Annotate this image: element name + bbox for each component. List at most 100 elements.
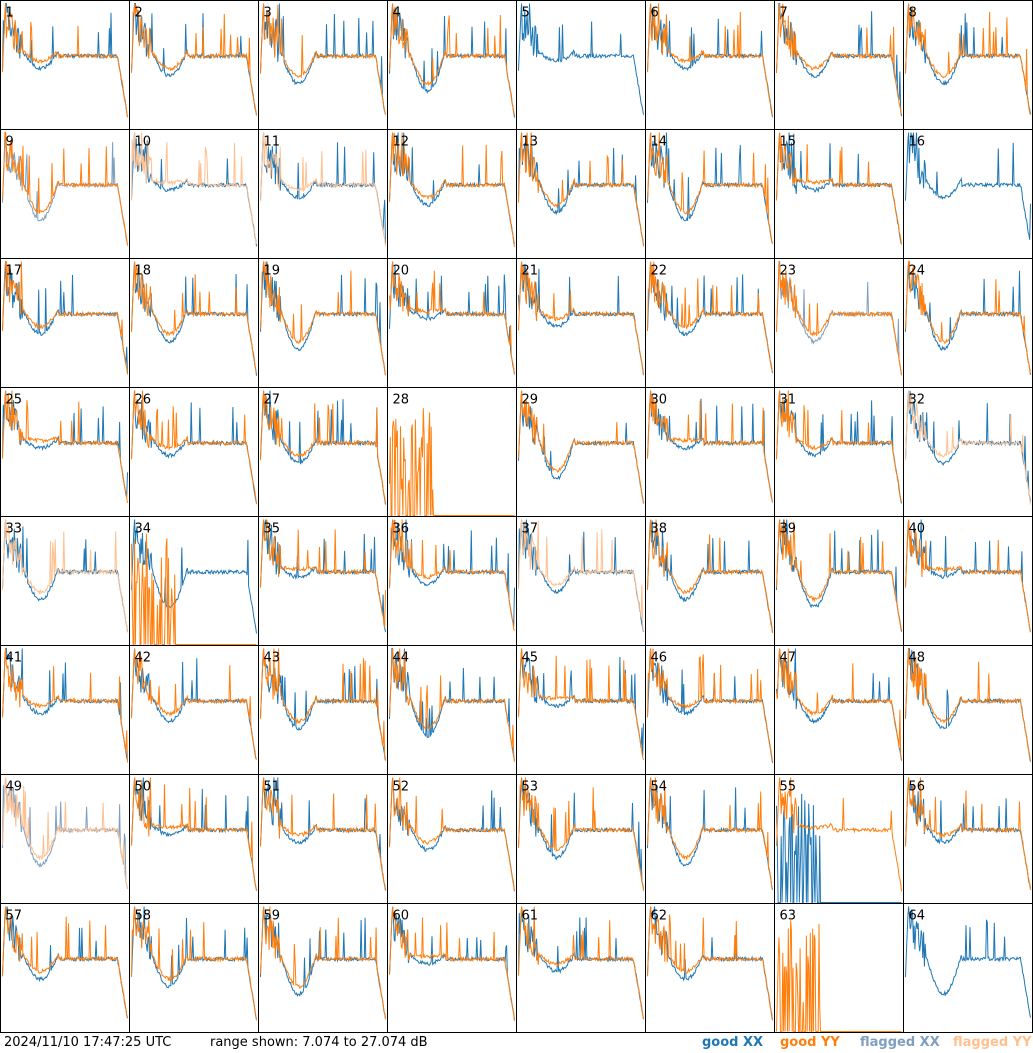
series-yy-23 xyxy=(776,261,902,376)
legend-good-yy: good YY xyxy=(780,1035,840,1050)
series-yy-2 xyxy=(131,3,257,116)
panel-label: 33 xyxy=(6,522,23,537)
panel-label: 45 xyxy=(522,651,539,666)
panel-49: 49 xyxy=(0,774,130,904)
panel-4: 4 xyxy=(387,0,517,130)
series-yy-20 xyxy=(389,261,515,374)
panel-label: 16 xyxy=(909,135,926,150)
panel-label: 46 xyxy=(651,651,668,666)
series-yy-51 xyxy=(260,777,386,890)
panel-label: 8 xyxy=(909,6,917,21)
panel-label: 63 xyxy=(780,909,797,924)
panel-35: 35 xyxy=(258,516,388,646)
panel-label: 56 xyxy=(909,780,926,795)
panel-frame xyxy=(516,0,646,130)
panel-50: 50 xyxy=(129,774,259,904)
series-yy-31 xyxy=(776,390,902,502)
panel-label: 29 xyxy=(522,393,539,408)
panel-label: 38 xyxy=(651,522,668,537)
series-yy-32 xyxy=(905,390,1031,505)
panel-frame xyxy=(0,0,130,130)
series-yy-13 xyxy=(518,132,644,247)
panel-23: 23 xyxy=(774,258,904,388)
series-yy-3 xyxy=(260,3,386,115)
panel-29: 29 xyxy=(516,387,646,517)
panel-label: 37 xyxy=(522,522,539,537)
timestamp: 2024/11/10 17:47:25 UTC xyxy=(4,1035,172,1050)
panel-32: 32 xyxy=(903,387,1033,517)
panel-label: 36 xyxy=(393,522,410,537)
series-yy-37 xyxy=(518,519,644,632)
panel-frame xyxy=(387,903,517,1033)
series-yy-57 xyxy=(2,906,128,1018)
panel-label: 31 xyxy=(780,393,797,408)
panel-1: 1 xyxy=(0,0,130,130)
panel-label: 24 xyxy=(909,264,926,279)
series-xx-34 xyxy=(131,519,257,634)
series-xx-8 xyxy=(905,3,1031,115)
panel-frame xyxy=(903,903,1033,1033)
panel-label: 6 xyxy=(651,6,659,21)
panel-frame xyxy=(645,258,775,388)
panel-frame xyxy=(387,129,517,259)
panel-label: 23 xyxy=(780,264,797,279)
panel-18: 18 xyxy=(129,258,259,388)
panel-label: 42 xyxy=(135,651,152,666)
series-yy-18 xyxy=(131,261,257,374)
series-yy-28 xyxy=(389,408,515,516)
panel-label: 17 xyxy=(6,264,23,279)
series-yy-14 xyxy=(647,132,773,244)
panel-label: 51 xyxy=(264,780,281,795)
panel-64: 64 xyxy=(903,903,1033,1033)
panel-label: 61 xyxy=(522,909,539,924)
panel-label: 25 xyxy=(6,393,23,408)
panel-frame xyxy=(903,258,1033,388)
panel-61: 61 xyxy=(516,903,646,1033)
panel-14: 14 xyxy=(645,129,775,259)
panel-42: 42 xyxy=(129,645,259,775)
panel-frame xyxy=(774,516,904,646)
panel-21: 21 xyxy=(516,258,646,388)
panel-label: 15 xyxy=(780,135,797,150)
series-yy-12 xyxy=(389,132,515,247)
panel-frame xyxy=(129,645,259,775)
series-yy-50 xyxy=(131,777,257,892)
series-yy-29 xyxy=(518,390,644,503)
panel-label: 22 xyxy=(651,264,668,279)
panel-label: 55 xyxy=(780,780,797,795)
series-yy-52 xyxy=(389,777,515,892)
series-xx-32 xyxy=(905,390,1031,502)
panel-frame xyxy=(258,516,388,646)
legend-flagged-yy: flagged YY xyxy=(953,1035,1032,1050)
panel-53: 53 xyxy=(516,774,646,904)
series-yy-53 xyxy=(518,777,644,892)
series-xx-55 xyxy=(776,793,902,903)
series-yy-54 xyxy=(647,777,773,890)
panel-label: 7 xyxy=(780,6,788,21)
panel-frame xyxy=(258,774,388,904)
panel-7: 7 xyxy=(774,0,904,130)
series-yy-47 xyxy=(776,648,902,760)
panel-label: 43 xyxy=(264,651,281,666)
panel-label: 30 xyxy=(651,393,668,408)
panel-label: 9 xyxy=(6,135,14,150)
panel-label: 62 xyxy=(651,909,668,924)
panel-8: 8 xyxy=(903,0,1033,130)
series-yy-36 xyxy=(389,519,515,631)
series-yy-11 xyxy=(260,132,386,247)
series-yy-41 xyxy=(2,648,128,763)
series-yy-15 xyxy=(776,132,902,245)
series-yy-27 xyxy=(260,390,386,503)
panel-frame xyxy=(129,387,259,517)
panel-label: 13 xyxy=(522,135,539,150)
series-yy-21 xyxy=(518,261,644,375)
panel-45: 45 xyxy=(516,645,646,775)
panel-11: 11 xyxy=(258,129,388,259)
panel-frame xyxy=(516,129,646,259)
panel-label: 12 xyxy=(393,135,410,150)
panel-57: 57 xyxy=(0,903,130,1033)
panel-frame xyxy=(903,0,1033,130)
panel-label: 32 xyxy=(909,393,926,408)
panel-label: 26 xyxy=(135,393,152,408)
panel-9: 9 xyxy=(0,129,130,259)
